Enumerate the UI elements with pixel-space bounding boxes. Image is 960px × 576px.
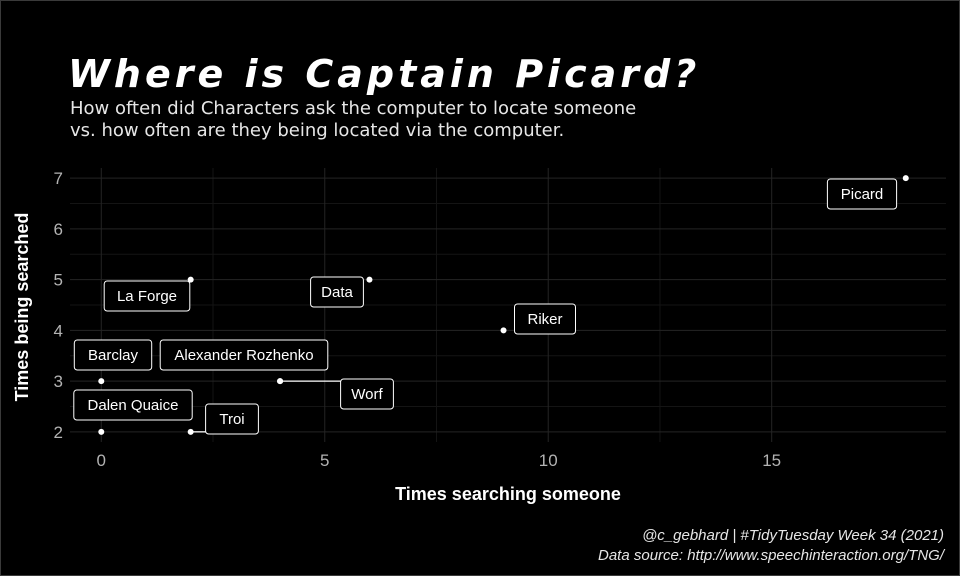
point-barclay	[98, 378, 105, 385]
label-data: Data	[310, 276, 364, 308]
label-dalen-quaice: Dalen Quaice	[73, 389, 193, 421]
label-box	[73, 389, 193, 421]
label-box	[103, 280, 191, 312]
x-tick-label: 15	[762, 451, 781, 470]
point-troi	[187, 428, 194, 435]
point-data	[366, 276, 373, 283]
label-text: Worf	[351, 386, 383, 403]
label-box	[73, 339, 153, 371]
axis-ticks: 0 5 10 15 2 3 4 5 6 7	[54, 169, 782, 470]
point-dalen-quaice	[98, 428, 105, 435]
label-box	[340, 378, 394, 410]
x-axis-title: Times searching someone	[395, 484, 621, 504]
label-text: Troi	[219, 411, 244, 428]
x-tick-label: 5	[320, 451, 329, 470]
y-tick-label: 6	[54, 220, 63, 239]
label-box	[310, 276, 364, 308]
caption-source: Data source: http://www.speechinteractio…	[598, 547, 944, 564]
label-text: Picard	[841, 186, 884, 203]
label-text: Riker	[527, 311, 562, 328]
label-troi: Troi	[205, 403, 259, 435]
point-riker	[500, 327, 507, 334]
subtitle-line-1: How often did Characters ask the compute…	[70, 98, 637, 119]
y-tick-label: 4	[54, 321, 63, 340]
point-la-forge	[187, 276, 194, 283]
grid-lines	[70, 168, 946, 442]
y-tick-label: 7	[54, 169, 63, 188]
label-box	[826, 178, 898, 210]
label-alexander-rozhenko: Alexander Rozhenko	[159, 339, 329, 371]
point-picard	[902, 175, 909, 182]
label-text: La Forge	[117, 288, 177, 305]
y-axis-title: Times being searched	[12, 213, 32, 402]
x-tick-label: 10	[539, 451, 558, 470]
y-tick-label: 2	[54, 423, 63, 442]
label-barclay: Barclay	[73, 339, 153, 371]
label-box	[159, 339, 329, 371]
subtitle-line-2: vs. how often are they being located via…	[70, 120, 565, 141]
label-box	[205, 403, 259, 435]
label-text: Dalen Quaice	[88, 397, 179, 414]
point-worf	[277, 378, 284, 385]
label-text: Barclay	[88, 347, 139, 364]
label-la-forge: La Forge	[103, 280, 191, 312]
y-tick-label: 3	[54, 372, 63, 391]
label-text: Data	[321, 284, 353, 301]
label-worf: Worf	[340, 378, 394, 410]
label-text: Alexander Rozhenko	[174, 347, 313, 364]
label-riker: Riker	[514, 303, 576, 335]
chart-subtitle: How often did Characters ask the compute…	[70, 98, 710, 142]
label-picard: Picard	[826, 178, 898, 210]
x-tick-label: 0	[97, 451, 106, 470]
y-tick-label: 5	[54, 271, 63, 290]
data-points	[98, 175, 909, 435]
chart-title: Where is Captain Picard?	[68, 52, 701, 96]
caption-credit: @c_gebhard | #TidyTuesday Week 34 (2021)	[642, 527, 944, 544]
label-box	[514, 303, 576, 335]
point-labels: Picard La Forge Data Riker Barclay Alexander …	[73, 178, 898, 435]
chart-caption: @c_gebhard | #TidyTuesday Week 34 (2021)…	[598, 526, 944, 566]
